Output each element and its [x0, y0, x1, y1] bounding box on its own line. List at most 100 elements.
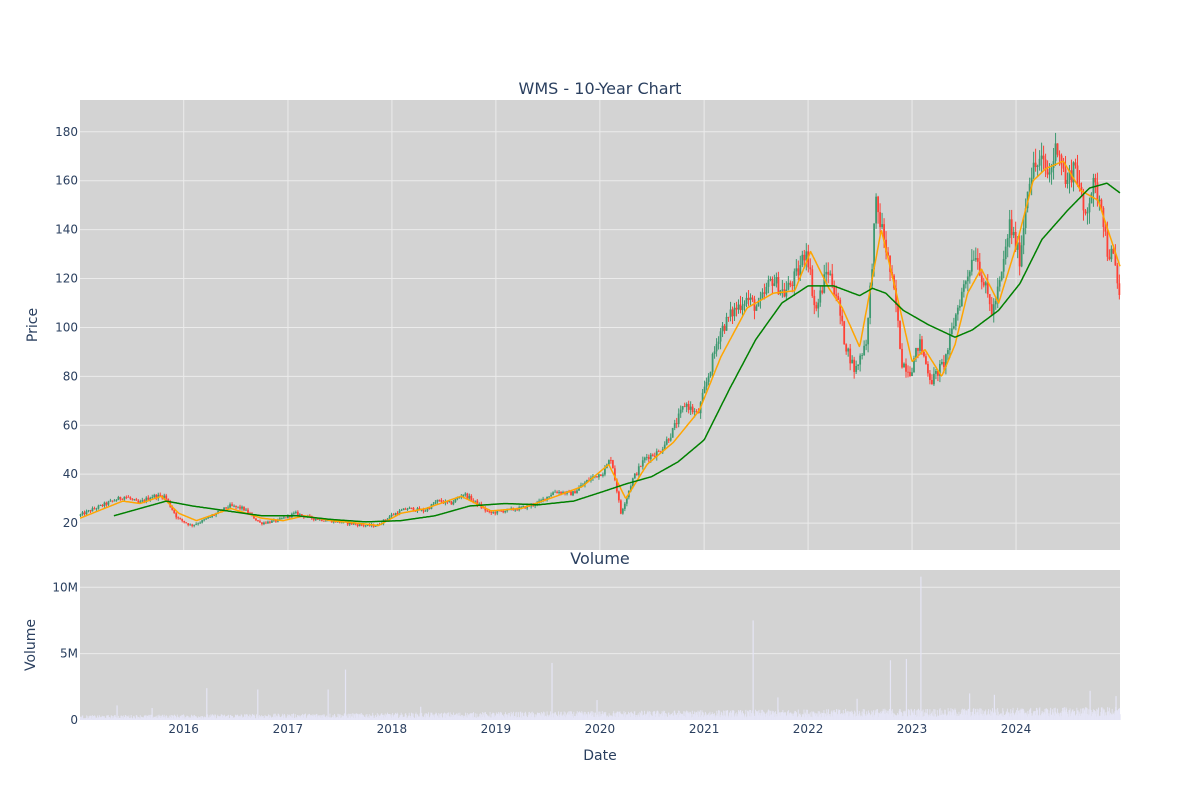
candle-body-down	[1062, 164, 1065, 169]
volume-bar	[238, 715, 240, 720]
volume-bar	[106, 715, 108, 720]
volume-bar	[300, 715, 302, 720]
volume-bar	[168, 715, 170, 720]
volume-bar	[452, 714, 453, 720]
volume-bar	[379, 715, 380, 720]
volume-bar	[408, 712, 410, 720]
candle-body-up	[454, 499, 457, 503]
candle-body-up	[267, 521, 269, 524]
volume-bar	[802, 714, 804, 720]
volume-bar	[1090, 709, 1092, 720]
candle-body-up	[496, 510, 499, 514]
volume-bar	[907, 716, 909, 720]
volume-bar	[1081, 713, 1083, 720]
volume-bar-spike	[206, 688, 208, 720]
volume-bar	[535, 714, 537, 720]
candle-body-down	[753, 299, 756, 311]
candle-body-down	[691, 406, 694, 413]
volume-bar	[532, 712, 534, 720]
volume-bar	[226, 716, 228, 720]
volume-bar	[583, 715, 584, 720]
volume-bar	[205, 717, 207, 720]
volume-bar	[266, 716, 268, 720]
candle-body-up	[711, 353, 714, 372]
volume-bar	[560, 712, 562, 720]
volume-bar	[964, 710, 966, 720]
volume-bar	[1028, 714, 1030, 720]
volume-bar	[316, 717, 318, 720]
volume-bar	[459, 712, 461, 720]
volume-bar	[624, 717, 626, 720]
volume-bar	[965, 714, 967, 720]
volume-bar	[239, 717, 241, 720]
volume-bar	[454, 714, 456, 720]
volume-bar	[580, 713, 582, 720]
volume-bar	[923, 716, 925, 720]
candle-body-up	[406, 508, 409, 510]
volume-bar	[546, 716, 547, 720]
volume-bar	[226, 715, 228, 720]
volume-bar	[900, 712, 902, 720]
price-y-axis-title: Price	[25, 308, 41, 342]
candle-body-up	[958, 306, 961, 308]
candle-body-up	[139, 501, 142, 503]
volume-bar	[738, 711, 740, 720]
volume-bar	[797, 709, 799, 720]
candle-body-up	[665, 439, 668, 445]
candle-body-up	[217, 511, 219, 514]
volume-bar	[826, 709, 828, 720]
volume-bar	[1001, 716, 1003, 720]
volume-bar	[331, 716, 333, 720]
volume-bar	[919, 713, 921, 720]
candle-body-down	[360, 524, 363, 526]
volume-bar	[619, 711, 621, 720]
volume-bar	[358, 717, 359, 720]
volume-bar	[723, 710, 725, 720]
volume-bar	[352, 717, 354, 720]
volume-bar	[626, 715, 628, 720]
volume-bar	[246, 714, 248, 720]
volume-bar	[323, 714, 325, 720]
volume-bar	[741, 710, 743, 720]
candle-body-down	[484, 507, 487, 511]
volume-bar	[317, 715, 319, 720]
volume-bar	[387, 712, 388, 720]
volume-bar	[336, 717, 338, 720]
volume-bar	[679, 712, 681, 720]
volume-bar	[747, 712, 749, 720]
volume-bar	[1041, 713, 1042, 720]
volume-bar	[303, 717, 305, 720]
volume-bar	[888, 709, 890, 720]
volume-bar	[193, 715, 195, 720]
volume-bar	[637, 716, 639, 720]
volume-bar	[95, 718, 97, 720]
volume-bar	[96, 717, 98, 720]
volume-bar	[690, 712, 692, 720]
candle-body-up	[737, 304, 740, 310]
volume-bar	[914, 708, 915, 720]
volume-bar	[971, 715, 972, 720]
volume-bar	[80, 716, 81, 720]
volume-bar	[1049, 710, 1051, 720]
candle-body-down	[596, 476, 598, 478]
volume-bar	[1088, 714, 1090, 720]
volume-bar	[740, 712, 742, 720]
volume-bar	[542, 715, 544, 720]
volume-bar-spike	[116, 705, 118, 720]
candle-body-up	[572, 491, 574, 496]
volume-bar	[1025, 712, 1027, 720]
volume-bar	[247, 718, 249, 720]
candle-body-down	[921, 339, 923, 352]
volume-bar	[1099, 716, 1101, 720]
volume-bar	[1064, 710, 1066, 720]
candle-body-down	[619, 500, 622, 514]
candle-body-down	[877, 196, 879, 213]
volume-bar	[948, 711, 950, 720]
volume-bar	[215, 718, 217, 720]
volume-bar	[874, 710, 876, 720]
volume-bar	[773, 712, 775, 720]
volume-bar	[803, 709, 805, 720]
candle-body-down	[675, 423, 678, 425]
volume-bar	[579, 711, 580, 720]
volume-bar	[990, 715, 992, 720]
